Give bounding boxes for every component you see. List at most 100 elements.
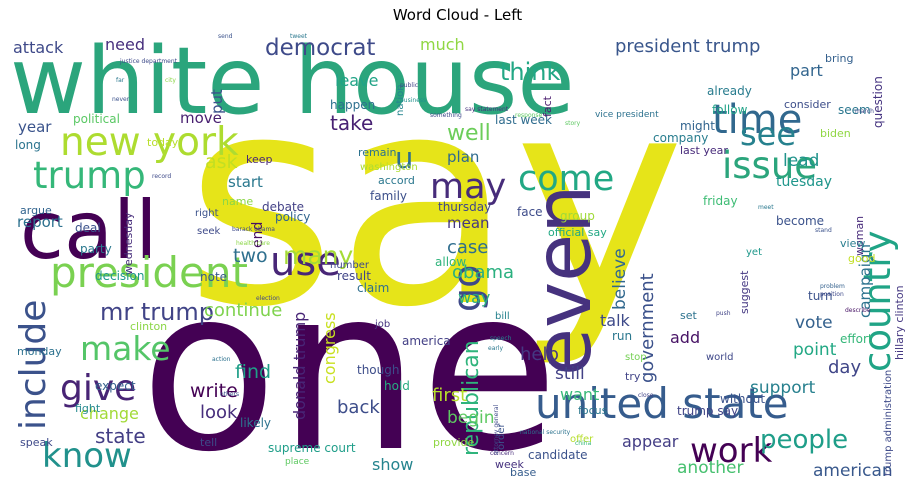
- word-trump-say: trump say: [677, 404, 738, 418]
- word-believe: believe: [610, 248, 630, 310]
- word-offer: offer: [570, 434, 594, 445]
- word-political: political: [73, 112, 120, 126]
- word-campaign: campaign: [856, 244, 874, 318]
- word-decision: decision: [95, 269, 144, 283]
- word-government: government: [637, 273, 658, 383]
- word-country: country: [856, 231, 899, 373]
- word-may: may: [430, 167, 506, 207]
- word-turn: turn: [808, 289, 833, 303]
- word-begin: begin: [447, 408, 495, 428]
- word-think: think: [500, 58, 561, 86]
- word-question: question: [871, 76, 885, 128]
- word-woman: woman: [853, 216, 866, 256]
- word-use: use: [270, 239, 341, 285]
- word-run: run: [612, 329, 632, 343]
- word-end: end: [250, 222, 266, 248]
- word-trump: trump: [33, 154, 146, 197]
- word-change: change: [80, 404, 139, 423]
- word-one: one: [140, 240, 559, 480]
- word-concern: concern: [490, 450, 514, 457]
- word-national-security: national security: [520, 429, 571, 436]
- word-supreme-court: supreme court: [268, 441, 356, 455]
- word-speech: speech: [490, 335, 512, 342]
- word-seem: seem: [838, 103, 871, 117]
- word-president: president: [50, 248, 248, 297]
- word-want: want: [560, 385, 599, 404]
- word-call: call: [20, 184, 157, 277]
- word-stop: stop: [625, 352, 647, 363]
- word-argue: argue: [20, 204, 52, 217]
- word-meet: meet: [758, 204, 774, 211]
- word-help: help: [520, 344, 559, 365]
- word-ask: ask: [205, 151, 238, 173]
- word-trump-administration: trump administration: [883, 370, 894, 476]
- word-continue: continue: [204, 300, 282, 321]
- word-find: find: [235, 361, 271, 383]
- word-bill: bill: [495, 311, 510, 322]
- word-without: without: [720, 392, 765, 406]
- word-march: march: [855, 108, 874, 115]
- word-biden: biden: [820, 127, 851, 140]
- word-vice-president: vice president: [595, 110, 659, 120]
- word-describe: describe: [845, 307, 871, 314]
- word-new-york: new york: [60, 120, 239, 165]
- word-never: never: [112, 96, 130, 103]
- word-note: note: [200, 270, 227, 284]
- word-view: view: [840, 237, 865, 250]
- word-follow: follow: [712, 103, 748, 117]
- word-consider: consider: [784, 98, 831, 111]
- word-washington: washington: [360, 162, 418, 173]
- word-set: set: [680, 309, 697, 322]
- word-record: record: [152, 173, 171, 180]
- word-debate: debate: [262, 200, 304, 214]
- word-business: business: [400, 97, 426, 104]
- word-hillary-clinton: hillary clinton: [893, 285, 905, 360]
- word-justice-department: justice department: [119, 58, 178, 65]
- word-problem: problem: [820, 283, 845, 290]
- word-result: result: [337, 269, 371, 283]
- word-make: make: [80, 329, 171, 368]
- word-obama: obama: [452, 262, 514, 283]
- word-election: election: [256, 295, 280, 302]
- word-family: family: [370, 189, 407, 203]
- word-public: public: [400, 82, 418, 89]
- word-send: send: [218, 33, 233, 40]
- word-happen: happen: [330, 98, 375, 112]
- word-american: american: [813, 461, 893, 480]
- chart-title: Word Cloud - Left: [392, 6, 523, 24]
- word-united-state: united state: [535, 379, 789, 428]
- word-give: give: [60, 368, 136, 409]
- word-another: another: [677, 458, 743, 478]
- word-back: back: [337, 397, 380, 418]
- word-suggest: suggest: [738, 270, 751, 314]
- word-plan: plan: [447, 148, 479, 166]
- word-fight: fight: [75, 402, 101, 415]
- word-world: world: [706, 352, 734, 363]
- word-tell: tell: [200, 436, 217, 449]
- word-hold: hold: [384, 379, 410, 393]
- word-week: week: [495, 458, 525, 471]
- word-still: still: [555, 364, 585, 384]
- word-take: take: [330, 111, 373, 135]
- word-become: become: [776, 214, 824, 228]
- word-report: report: [17, 213, 63, 231]
- word-response: response: [515, 112, 543, 119]
- word-mean: mean: [447, 214, 490, 232]
- word-see: see: [740, 115, 796, 153]
- word-order: order: [496, 422, 507, 450]
- word-move: move: [180, 109, 222, 127]
- word-right: right: [195, 208, 219, 219]
- word-mr-trump: mr trump: [100, 298, 214, 326]
- word-tweet: tweet: [290, 33, 308, 40]
- word-provide: provide: [433, 436, 475, 449]
- word-donald-trump: donald trump: [290, 312, 309, 420]
- word-democrat: democrat: [265, 35, 375, 61]
- word-last-year: last year: [680, 144, 728, 157]
- word-allow: allow: [435, 255, 466, 269]
- word-year: year: [18, 118, 52, 136]
- word-nation: nation: [395, 84, 406, 116]
- word-america: america: [402, 334, 451, 348]
- word-time: time: [712, 97, 802, 143]
- word-go: go: [445, 265, 489, 312]
